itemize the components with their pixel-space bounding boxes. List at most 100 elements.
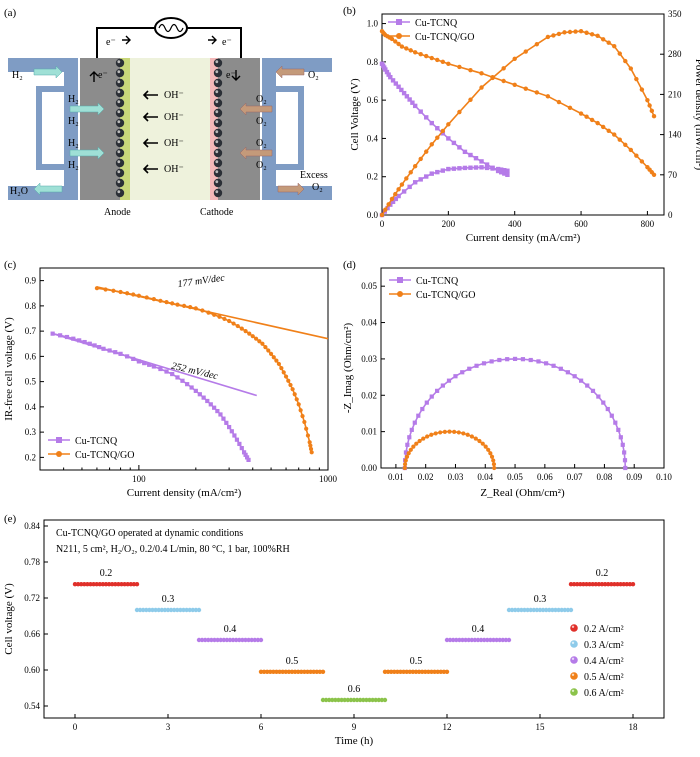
catalyst-particle <box>213 178 223 188</box>
catalyst-particle <box>115 188 125 198</box>
particle-highlight <box>215 180 219 184</box>
data-point <box>196 607 202 613</box>
data-point <box>399 44 405 49</box>
data-point <box>553 607 558 613</box>
data-point <box>528 607 533 613</box>
catalyst-particle <box>213 118 223 128</box>
x-axis-label: Z_Real (Ohm/cm²) <box>480 487 565 499</box>
data-point <box>175 607 180 613</box>
data-point <box>305 433 311 438</box>
data-point <box>263 345 268 350</box>
data-point <box>392 669 397 674</box>
data-point <box>402 462 408 467</box>
data-point <box>268 669 273 674</box>
particle-highlight <box>117 80 121 84</box>
data-point <box>279 366 284 371</box>
data-point <box>501 66 506 71</box>
data-point <box>393 191 398 197</box>
data-point <box>424 115 429 120</box>
data-point <box>382 669 388 674</box>
data-point <box>418 109 423 114</box>
y2-tick-label: 70 <box>668 170 678 180</box>
data-point <box>300 414 305 419</box>
data-point <box>296 669 301 674</box>
particle-highlight <box>215 80 219 84</box>
particle-highlight <box>117 70 121 74</box>
data-point <box>153 607 158 613</box>
plot-frame <box>39 267 329 471</box>
particle-highlight <box>215 110 219 114</box>
segment-current-label: 0.3 <box>162 594 175 605</box>
data-point <box>461 431 466 436</box>
data-point <box>468 97 473 102</box>
particle-highlight <box>215 150 219 154</box>
data-point <box>106 582 112 587</box>
data-point <box>454 637 459 643</box>
particle-highlight <box>117 160 121 164</box>
particle-highlight <box>117 100 121 104</box>
data-point <box>465 432 470 437</box>
data-point <box>323 697 329 703</box>
x-tick-label: 0.06 <box>537 472 553 482</box>
data-point <box>175 375 180 380</box>
y-tick-label: 0.02 <box>361 390 377 400</box>
data-point <box>196 637 202 643</box>
data-point <box>203 637 208 643</box>
data-point <box>513 607 518 613</box>
data-point <box>188 305 193 310</box>
y-tick-label: 0.04 <box>361 318 377 328</box>
data-point <box>474 363 479 368</box>
data-point <box>596 582 602 587</box>
arrow-left-icon <box>142 112 158 122</box>
data-point <box>483 444 488 449</box>
legend-label: Cu-TCNQ/GO <box>75 450 134 461</box>
data-point <box>271 355 276 360</box>
data-point <box>265 669 270 674</box>
data-point <box>125 354 130 359</box>
data-point <box>624 582 629 587</box>
data-point <box>237 441 242 447</box>
data-point <box>460 637 465 643</box>
data-point <box>479 71 484 76</box>
data-point <box>595 33 600 39</box>
x-tick-label: 0.10 <box>656 472 672 482</box>
data-point <box>170 371 175 377</box>
data-point <box>544 607 549 613</box>
data-point <box>107 348 112 353</box>
data-point <box>125 291 130 296</box>
data-point <box>217 314 222 319</box>
data-point <box>420 669 425 674</box>
data-point <box>404 46 409 51</box>
particle-highlight <box>117 180 121 184</box>
data-point <box>294 397 299 402</box>
o2-inlet-arrow-icon <box>275 65 305 79</box>
electron-label: e⁻ <box>98 70 108 81</box>
data-point <box>534 90 540 95</box>
data-point <box>601 400 606 405</box>
data-point <box>403 458 408 463</box>
particle-highlight <box>117 60 121 64</box>
anode-electrode <box>80 58 122 200</box>
data-point <box>444 637 450 643</box>
y-tick-label: 0.7 <box>25 326 37 336</box>
h2-label: H₂ <box>68 94 79 105</box>
data-point <box>440 131 446 136</box>
data-point <box>621 582 626 587</box>
data-point <box>283 374 289 379</box>
cathode-label: Cathode <box>200 207 234 218</box>
y-tick-label: 0.72 <box>24 593 40 603</box>
particle-highlight <box>117 140 121 144</box>
catalyst-particle <box>115 148 125 158</box>
panel-label: (d) <box>343 259 356 271</box>
data-point <box>298 408 303 413</box>
legend-label: 0.3 A/cm² <box>584 640 624 651</box>
particle-highlight <box>117 90 121 94</box>
data-point <box>581 582 586 587</box>
data-point <box>435 135 440 140</box>
data-point <box>612 43 617 49</box>
data-point <box>468 165 473 170</box>
data-point <box>435 126 440 131</box>
data-point <box>556 607 561 613</box>
data-point <box>232 433 237 438</box>
